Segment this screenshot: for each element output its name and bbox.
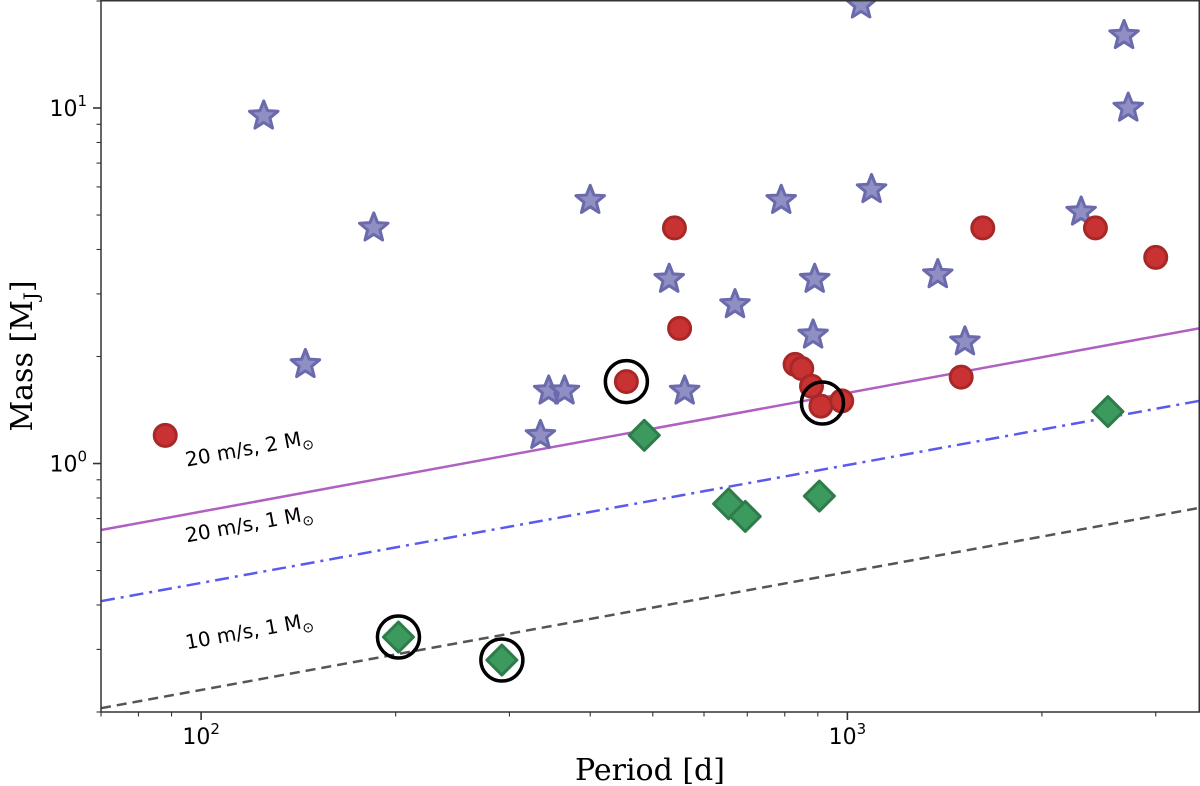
reference-line-label-1: 20 m/s, 2 M⊙ xyxy=(183,425,315,476)
diamond-point-1 xyxy=(381,620,415,654)
circle-point-11 xyxy=(970,215,996,241)
x-axis-title: Period [d] xyxy=(575,753,725,786)
data-points xyxy=(152,0,1169,683)
diamond-point-7 xyxy=(1091,395,1125,429)
diamond-point-2 xyxy=(485,643,519,677)
circle-point-3 xyxy=(661,215,687,241)
reference-line-2 xyxy=(100,399,1200,603)
diamond-point-5 xyxy=(728,499,762,533)
star-point-15 xyxy=(855,172,888,204)
highlight-ring-4 xyxy=(479,637,525,683)
circle-point-4 xyxy=(667,315,693,341)
reference-line-label-3: 10 m/s, 1 M⊙ xyxy=(183,608,315,659)
star-point-1 xyxy=(247,99,280,130)
highlight-ring-2 xyxy=(799,380,846,426)
diamond-point-6 xyxy=(802,479,836,513)
circle-point-12 xyxy=(1082,215,1108,241)
y-axis-title: Mass [MJ] xyxy=(5,280,43,431)
circle-point-2 xyxy=(613,369,639,395)
star-point-20 xyxy=(1112,91,1144,122)
circle-point-8 xyxy=(808,393,834,419)
star-point-12 xyxy=(797,318,829,349)
diamond-point-3 xyxy=(627,418,661,452)
axis-tick-labels: 102 103 100 101 xyxy=(49,92,866,750)
star-point-16 xyxy=(922,258,954,289)
reference-line-label-2: 20 m/s, 1 M⊙ xyxy=(183,500,315,551)
highlight-ring-1 xyxy=(603,358,650,405)
star-point-14 xyxy=(845,0,877,19)
star-point-17 xyxy=(949,325,981,356)
star-point-4 xyxy=(524,418,557,449)
star-point-13 xyxy=(798,262,831,293)
star-point-19 xyxy=(1108,18,1140,50)
x-tick-label: 102 xyxy=(182,720,220,750)
star-point-18 xyxy=(1065,195,1097,226)
star-point-11 xyxy=(765,183,797,214)
y-tick-label: 101 xyxy=(49,92,87,122)
star-point-8 xyxy=(653,262,685,293)
star-point-2 xyxy=(289,347,322,379)
star-point-6 xyxy=(548,374,581,405)
y-tick-label: 100 xyxy=(49,448,87,478)
star-point-10 xyxy=(719,288,751,319)
star-point-9 xyxy=(668,374,701,405)
circle-point-1 xyxy=(152,422,178,448)
reference-line-3 xyxy=(100,506,1200,710)
circle-point-13 xyxy=(1143,244,1169,270)
circle-point-10 xyxy=(948,364,974,390)
diamond-point-4 xyxy=(712,487,746,521)
x-tick-label: 103 xyxy=(829,720,867,750)
highlight-ring-3 xyxy=(375,614,422,660)
plot-frame xyxy=(100,0,1200,713)
star-point-7 xyxy=(574,183,606,214)
star-point-3 xyxy=(358,211,390,242)
reference-line-labels: 20 m/s, 2 M⊙ 20 m/s, 1 M⊙ 10 m/s, 1 M⊙ xyxy=(183,425,315,659)
